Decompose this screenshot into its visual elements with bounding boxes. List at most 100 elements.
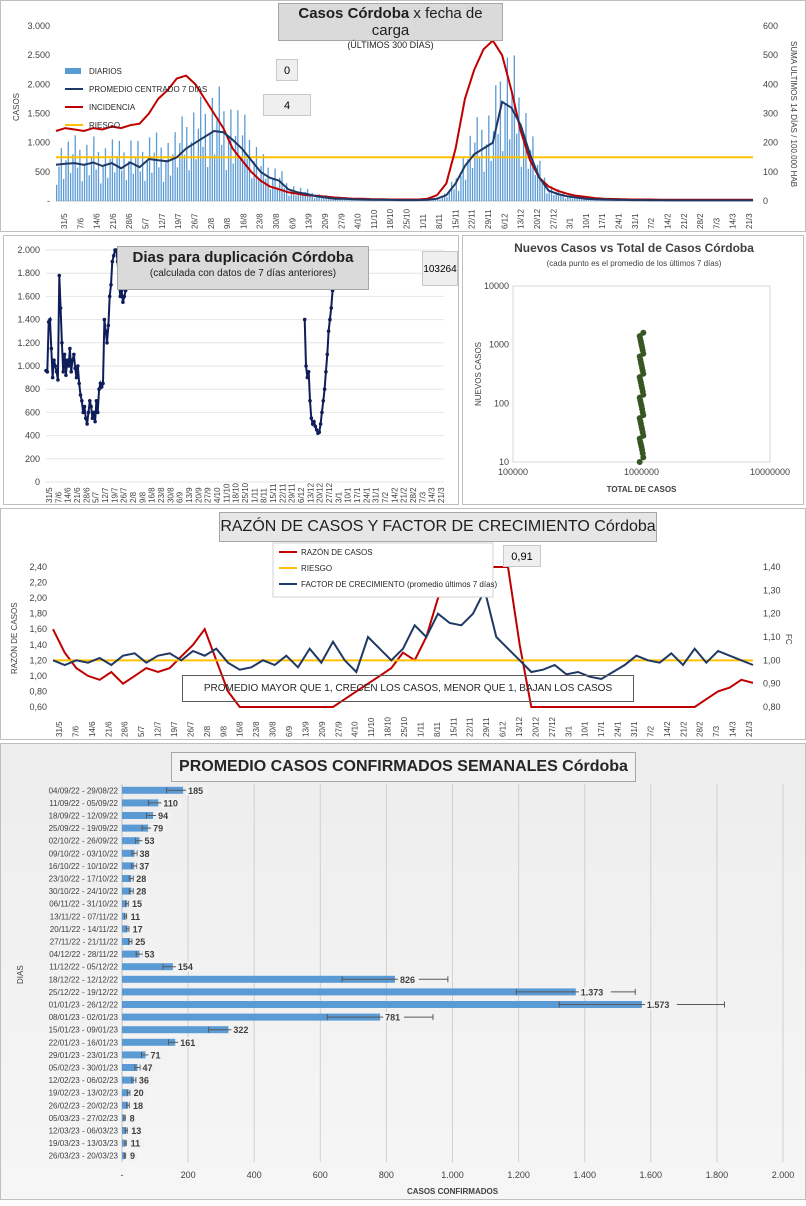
nuevos-vs-total-title: Nuevos Casos vs Total de Casos Córdoba xyxy=(463,241,805,255)
duplicacion-point xyxy=(304,364,308,368)
duplicacion-point xyxy=(306,376,310,380)
casos-daily-bar xyxy=(502,151,503,201)
duplicacion-point xyxy=(105,341,109,345)
razon-xtick: 15/11 xyxy=(449,717,458,737)
casos-daily-bar xyxy=(144,181,145,201)
duplicacion-value-box: 103264 xyxy=(422,251,458,286)
razon-ytick: 1,20 xyxy=(29,655,47,665)
casos-daily-bar xyxy=(274,168,275,201)
duplicacion-xtick: 23/8 xyxy=(157,487,166,503)
casos-xtick: 8/11 xyxy=(435,213,444,229)
duplicacion-point xyxy=(89,405,93,409)
semanales-value-label: 322 xyxy=(233,1025,248,1035)
semanales-value-label: 1.373 xyxy=(581,987,604,997)
casos-daily-bar xyxy=(140,171,141,201)
casos-xtick: 3/1 xyxy=(566,217,575,229)
razon-xtick: 17/1 xyxy=(597,721,606,737)
semanales-xtick: 1.800 xyxy=(706,1170,729,1180)
semanales-value-label: 20 xyxy=(134,1088,144,1098)
duplicacion-xtick: 20/12 xyxy=(316,482,325,503)
razon-xtick: 9/8 xyxy=(219,725,228,737)
casos-daily-bar xyxy=(70,173,71,201)
casos-ytick-right: 0 xyxy=(763,196,768,206)
casos-daily-bar xyxy=(474,143,475,201)
casos-xtick: 29/11 xyxy=(484,209,493,229)
casos-legend-label: INCIDENCIA xyxy=(89,103,136,112)
semanales-xlabel: CASOS CONFIRMADOS xyxy=(407,1187,499,1196)
semanales-value-label: 185 xyxy=(188,786,203,796)
casos-xtick: 6/9 xyxy=(288,217,297,229)
casos-daily-bar xyxy=(295,195,296,201)
casos-xtick: 16/8 xyxy=(239,213,248,229)
semanales-category-label: 13/11/22 - 07/11/22 xyxy=(50,912,119,921)
razon-legend-label: FACTOR DE CRECIMIENTO (promedio últimos … xyxy=(301,580,498,589)
casos-xtick: 5/7 xyxy=(142,217,151,229)
razon-xtick: 11/10 xyxy=(367,717,376,737)
casos-ytick: 2.000 xyxy=(27,79,50,89)
semanales-value-label: 8 xyxy=(130,1113,135,1123)
casos-daily-bar xyxy=(93,136,94,201)
casos-daily-bar xyxy=(65,160,66,201)
duplicacion-point xyxy=(320,411,324,415)
casos-daily-bar xyxy=(168,143,169,201)
duplicacion-ytick: 1.000 xyxy=(17,361,40,371)
casos-daily-bar xyxy=(500,81,501,201)
duplicacion-point xyxy=(56,378,60,382)
casos-xtick: 30/8 xyxy=(272,213,281,229)
casos-daily-bar xyxy=(102,167,103,201)
duplicacion-xtick: 21/2 xyxy=(400,487,409,503)
duplicacion-xtick: 7/2 xyxy=(381,491,390,503)
razon-xtick: 30/8 xyxy=(269,721,278,737)
casos-daily-bar xyxy=(82,181,83,201)
casos-daily-bar xyxy=(221,145,222,201)
duplicacion-point xyxy=(109,283,113,287)
casos-daily-bar xyxy=(497,134,498,201)
casos-xtick: 31/1 xyxy=(631,213,640,229)
duplicacion-ytick: 1.400 xyxy=(17,315,40,325)
razon-ylabel: RAZÓN DE CASOS xyxy=(10,602,19,674)
casos-xtick: 27/12 xyxy=(549,208,558,229)
casos-ytick: 3.000 xyxy=(27,21,50,31)
casos-xtick: 1/11 xyxy=(419,213,428,229)
duplicacion-point xyxy=(93,420,97,424)
razon-factor-line xyxy=(53,590,753,679)
semanales-ylabel: DIAS xyxy=(16,965,25,984)
casos-daily-bar xyxy=(123,152,124,201)
razon-xtick: 14/2 xyxy=(663,721,672,737)
semanales-value-label: 154 xyxy=(178,962,193,972)
semanales-category-label: 04/12/22 - 28/11/22 xyxy=(49,950,118,959)
casos-daily-bar xyxy=(240,160,241,201)
duplicacion-point xyxy=(84,416,88,420)
razon-xtick: 21/6 xyxy=(104,721,113,737)
casos-xtick: 28/6 xyxy=(125,213,134,229)
semanales-category-label: 12/02/23 - 06/02/23 xyxy=(49,1076,119,1085)
duplicacion-point xyxy=(121,300,125,304)
duplicacion-point xyxy=(72,353,76,357)
scatter-ytick: 100 xyxy=(494,398,509,408)
semanales-value-label: 53 xyxy=(145,950,155,960)
duplicacion-point xyxy=(81,411,85,415)
casos-daily-bar xyxy=(535,175,536,201)
semanales-value-label: 17 xyxy=(133,924,143,934)
casos-daily-bar xyxy=(216,120,217,201)
casos-daily-bar xyxy=(483,172,484,201)
semanales-category-label: 15/01/23 - 09/01/23 xyxy=(49,1026,119,1035)
semanales-value-label: 71 xyxy=(150,1050,160,1060)
razon-ytick-right: 1,40 xyxy=(763,562,781,572)
semanales-category-label: 06/11/22 - 31/10/22 xyxy=(49,900,118,909)
casos-daily-bar xyxy=(270,189,271,201)
duplicacion-ytick: 200 xyxy=(25,454,40,464)
semanales-value-label: 11 xyxy=(131,1139,141,1149)
duplicacion-xtick: 13/12 xyxy=(306,482,315,503)
casos-ytick-right: 400 xyxy=(763,79,778,89)
casos-daily-bar xyxy=(439,199,440,201)
casos-xtick: 21/2 xyxy=(680,213,689,229)
razon-xtick: 10/1 xyxy=(581,721,590,737)
duplicacion-point xyxy=(319,422,323,426)
casos-daily-bar xyxy=(209,133,210,201)
scatter-xtick: 100000 xyxy=(498,467,528,477)
duplicacion-xtick: 12/7 xyxy=(101,487,110,503)
razon-ytick-right: 0,80 xyxy=(763,702,781,712)
